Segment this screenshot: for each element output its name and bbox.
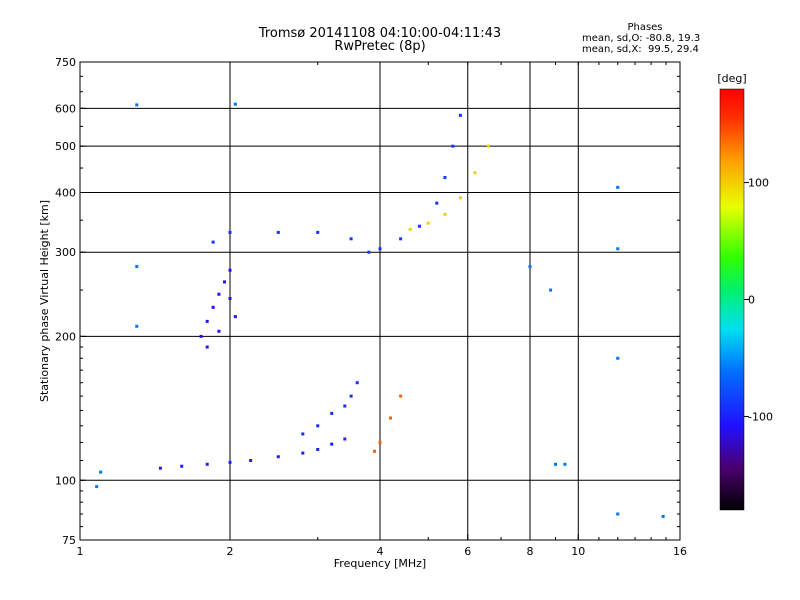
- chart-subtitle: RwPretec (8p): [334, 39, 426, 54]
- colorbar-tick-label: -100: [748, 410, 773, 423]
- echo-point: [316, 230, 320, 234]
- echo-point: [330, 411, 334, 415]
- echo-point: [301, 451, 305, 455]
- echo-point: [228, 230, 232, 234]
- y-tick-label: 400: [55, 186, 76, 199]
- echo-point: [549, 288, 553, 292]
- echo-point: [443, 212, 447, 216]
- phase-colorbar: [720, 89, 744, 510]
- echo-point: [378, 247, 382, 251]
- echo-point: [330, 442, 334, 446]
- echo-point: [349, 237, 353, 241]
- data-points: [95, 102, 665, 518]
- x-tick-label: 2: [227, 545, 234, 558]
- x-tick-label: 6: [464, 545, 471, 558]
- echo-point: [316, 447, 320, 451]
- echo-point: [228, 460, 232, 464]
- colorbar-tick-label: 0: [748, 294, 755, 307]
- y-tick-label: 100: [55, 474, 76, 487]
- echo-point: [389, 416, 393, 420]
- echo-point: [217, 292, 221, 296]
- y-tick-label: 200: [55, 330, 76, 343]
- y-tick-label: 500: [55, 140, 76, 153]
- echo-point: [399, 237, 403, 241]
- echo-point: [233, 315, 237, 319]
- phases-o-stats: mean, sd,O: -80.8, 19.3: [582, 33, 701, 44]
- echo-point: [211, 240, 215, 244]
- echo-point: [443, 175, 447, 179]
- echo-point: [616, 512, 620, 516]
- colorbar-tick-label: 100: [748, 177, 769, 190]
- echo-point: [205, 345, 209, 349]
- echo-point: [553, 462, 557, 466]
- x-tick-label: 16: [673, 545, 687, 558]
- echo-point: [217, 329, 221, 333]
- echo-point: [367, 250, 371, 254]
- echo-point: [373, 449, 377, 453]
- echo-point: [426, 221, 430, 225]
- echo-point: [135, 324, 139, 328]
- chart-title: Tromsø 20141108 04:10:00-04:11:43: [258, 26, 502, 41]
- x-axis-ticks: 1 2 4 6 8 10 16: [77, 62, 687, 558]
- echo-point: [473, 171, 477, 175]
- phases-heading: Phases: [627, 22, 663, 33]
- echo-point: [233, 102, 237, 106]
- phases-x-stats: mean, sd,X: 99.5, 29.4: [582, 44, 699, 55]
- echo-point: [616, 247, 620, 251]
- echo-point: [661, 514, 665, 518]
- y-tick-label: 600: [55, 102, 76, 115]
- colorbar-ticks: 100 0 -100: [744, 177, 773, 423]
- colorbar-label: [deg]: [717, 72, 746, 85]
- echo-point: [451, 144, 455, 148]
- echo-point: [228, 268, 232, 272]
- echo-point: [417, 224, 421, 228]
- echo-point: [180, 464, 184, 468]
- echo-point: [135, 265, 139, 269]
- echo-point: [458, 113, 462, 117]
- echo-point: [205, 319, 209, 323]
- echo-point: [301, 432, 305, 436]
- echo-point: [458, 196, 462, 200]
- echo-point: [563, 462, 567, 466]
- echo-point: [408, 227, 412, 231]
- echo-point: [355, 381, 359, 385]
- echo-point: [276, 455, 280, 459]
- x-tick-label: 4: [377, 545, 384, 558]
- echo-point: [249, 458, 253, 462]
- echo-point: [343, 437, 347, 441]
- grid-lines: [80, 62, 680, 540]
- x-tick-label: 10: [571, 545, 585, 558]
- y-tick-label: 300: [55, 246, 76, 259]
- echo-point: [95, 485, 99, 489]
- echo-point: [205, 462, 209, 466]
- y-tick-label: 750: [55, 56, 76, 69]
- y-axis-ticks: 75 100 200 300 400 500 600 750: [55, 56, 680, 547]
- echo-point: [378, 440, 382, 444]
- echo-point: [135, 103, 139, 107]
- echo-point: [316, 424, 320, 428]
- x-tick-label: 1: [77, 545, 84, 558]
- y-tick-label: 75: [62, 534, 76, 547]
- echo-point: [276, 230, 280, 234]
- x-axis-label: Frequency [MHz]: [334, 557, 426, 570]
- x-tick-label: 8: [527, 545, 534, 558]
- echo-point: [616, 185, 620, 189]
- echo-point: [528, 265, 532, 269]
- echo-point: [158, 466, 162, 470]
- echo-point: [199, 334, 203, 338]
- echo-point: [223, 280, 227, 284]
- y-axis-label: Stationary phase Virtual Height [km]: [38, 200, 51, 402]
- echo-point: [435, 201, 439, 205]
- echo-point: [228, 297, 232, 301]
- echo-point: [486, 144, 490, 148]
- echo-point: [99, 470, 103, 474]
- echo-point: [349, 394, 353, 398]
- echo-point: [616, 356, 620, 360]
- echo-point: [211, 305, 215, 309]
- echo-point: [399, 394, 403, 398]
- echo-point: [343, 404, 347, 408]
